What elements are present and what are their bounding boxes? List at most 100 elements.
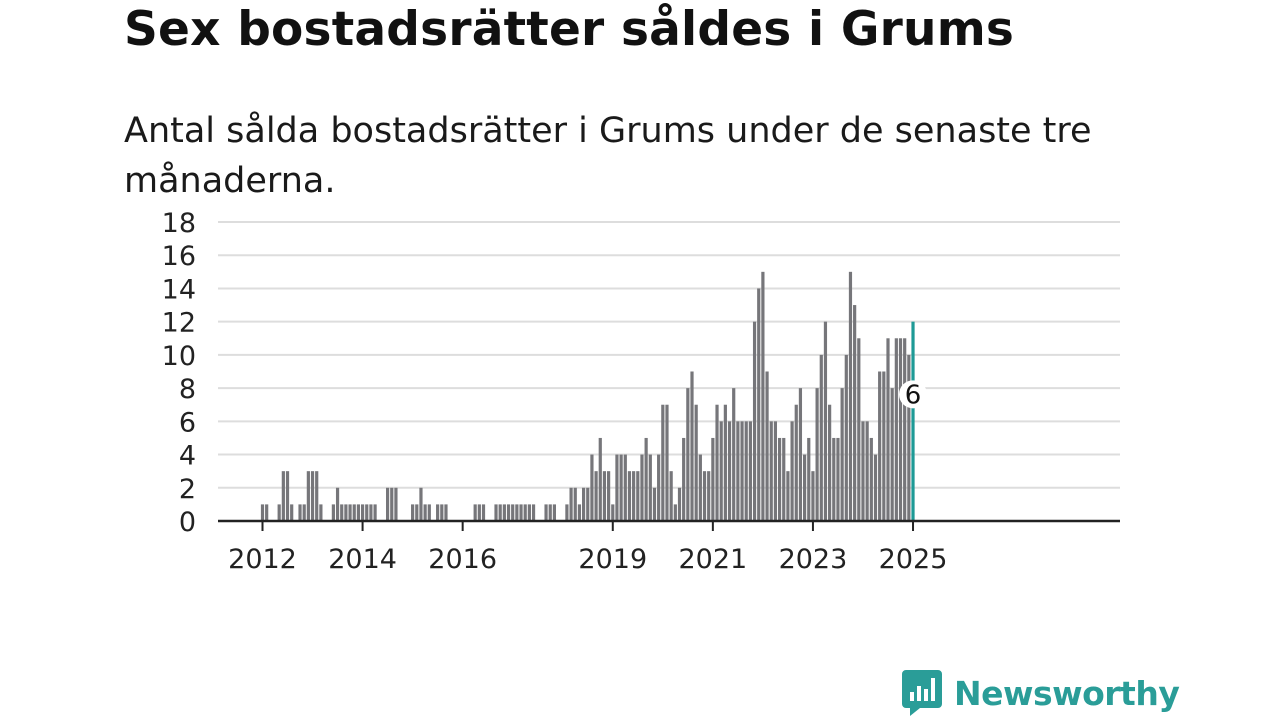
bar [310,471,315,521]
bar [907,354,911,521]
bar [665,404,669,521]
bar [644,437,648,521]
bar [523,504,527,521]
bar [773,421,778,521]
x-axis-tick-labels: 2012 2014 2016 2019 2021 2023 2025 [228,544,947,575]
bar [335,487,340,521]
bar [903,338,907,521]
bar [519,504,523,521]
bar [798,388,803,521]
bar [882,371,886,521]
bar [677,487,682,521]
bar [481,504,486,521]
bar [331,504,335,521]
bar [873,454,878,521]
y-tick-label: 8 [179,374,196,405]
bar [348,504,352,521]
bar [623,454,627,521]
bar [727,421,732,521]
bar [285,471,290,521]
bar [356,504,361,521]
bar [690,371,694,521]
bar [531,504,536,521]
bar [590,454,594,521]
x-tick-label: 2012 [228,544,297,575]
bar [736,421,740,521]
bar [615,454,619,521]
bar [769,421,773,521]
bar [344,504,348,521]
y-tick-label: 2 [179,474,196,505]
x-tick-label: 2023 [779,544,848,575]
x-tick-label: 2019 [578,544,647,575]
bar [890,388,894,521]
bar [886,338,890,521]
bar [790,421,794,521]
bar [573,487,577,521]
chart-title: Sex bostadsrätter såldes i Grums [124,2,1015,57]
bar [419,487,423,521]
bar [340,504,344,521]
bar [569,487,573,521]
bar [373,504,377,521]
bar [581,487,586,521]
y-tick-label: 18 [162,208,196,239]
bar [602,471,607,521]
bar [306,471,310,521]
bar [290,504,294,521]
y-tick-label: 16 [162,241,196,272]
bar [619,454,623,521]
bar [744,421,748,521]
bars [260,271,915,521]
bar [652,487,657,521]
bar [444,504,448,521]
chart-subtitle: Antal sålda bostadsrätter i Grums under … [124,111,1092,201]
bar [819,354,823,521]
bar [853,305,857,521]
bar [632,471,636,521]
bar [577,504,582,521]
bar [611,504,615,521]
bar [277,504,281,521]
x-tick-label: 2016 [428,544,497,575]
bar [423,504,427,521]
bar [803,454,807,521]
bar [848,271,853,521]
bar [360,504,365,521]
y-tick-label: 4 [179,441,196,472]
bar [844,354,848,521]
bar [527,504,531,521]
bar [265,504,269,521]
bar [440,504,444,521]
newsworthy-logo-icon [902,670,942,716]
bar [832,437,836,521]
bar [765,371,769,521]
bar [661,404,665,521]
bar [494,504,498,521]
bar [782,437,786,521]
bar [594,471,598,521]
x-tick-label: 2025 [879,544,948,575]
bar [511,504,515,521]
bar [723,404,727,521]
x-tick-label: 2014 [328,544,397,575]
bar [427,504,431,521]
bar [415,504,419,521]
bar [565,504,569,521]
bar [761,271,765,521]
bar [757,288,761,521]
bar [302,504,306,521]
brand-name: Newsworthy [954,673,1180,713]
y-tick-label: 0 [179,507,196,538]
bar [319,504,323,521]
gridlines [218,221,1120,489]
bar [752,321,757,521]
bar [607,471,611,521]
y-tick-label: 12 [162,308,196,339]
bar [719,421,723,521]
bar [898,338,903,521]
bar [669,471,673,521]
bar [477,504,481,521]
